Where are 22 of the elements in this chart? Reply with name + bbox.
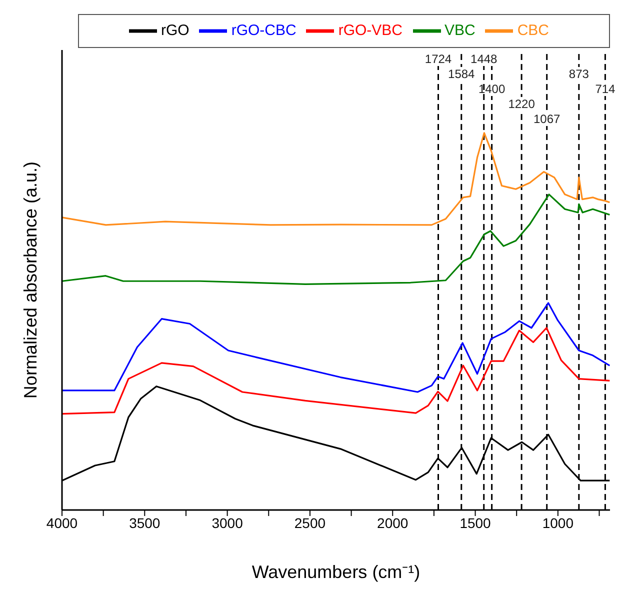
legend-label: rGO xyxy=(160,22,190,39)
x-tick-label: 1500 xyxy=(460,514,492,531)
x-tick-label: 3000 xyxy=(212,514,244,531)
ref-line-label: 1448 xyxy=(470,52,498,66)
legend-label: VBC xyxy=(444,22,476,39)
x-axis-title: Wavenumbers (cm⁻¹) xyxy=(252,562,420,582)
ref-line-label: 1220 xyxy=(508,97,536,111)
ref-line-label: 1067 xyxy=(534,112,561,126)
ref-line-label: 1584 xyxy=(448,67,476,81)
ref-line-label: 873 xyxy=(568,67,590,81)
x-tick-label: 4000 xyxy=(46,514,78,531)
legend-label: CBC xyxy=(517,22,550,39)
x-tick-label: 2000 xyxy=(377,514,408,531)
legend-label: rGO-CBC xyxy=(231,22,296,39)
ref-line-label: 1400 xyxy=(478,82,506,96)
ref-line-label: 714 xyxy=(595,82,616,96)
x-tick-label: 2500 xyxy=(294,514,326,531)
x-tick-label: 3500 xyxy=(129,514,160,531)
x-tick-label: 1000 xyxy=(542,514,574,531)
legend-label: rGO-VBC xyxy=(338,22,402,39)
ref-line-label: 1724 xyxy=(424,52,452,66)
y-axis-title: Normalized absorbance (a.u.) xyxy=(20,161,40,399)
